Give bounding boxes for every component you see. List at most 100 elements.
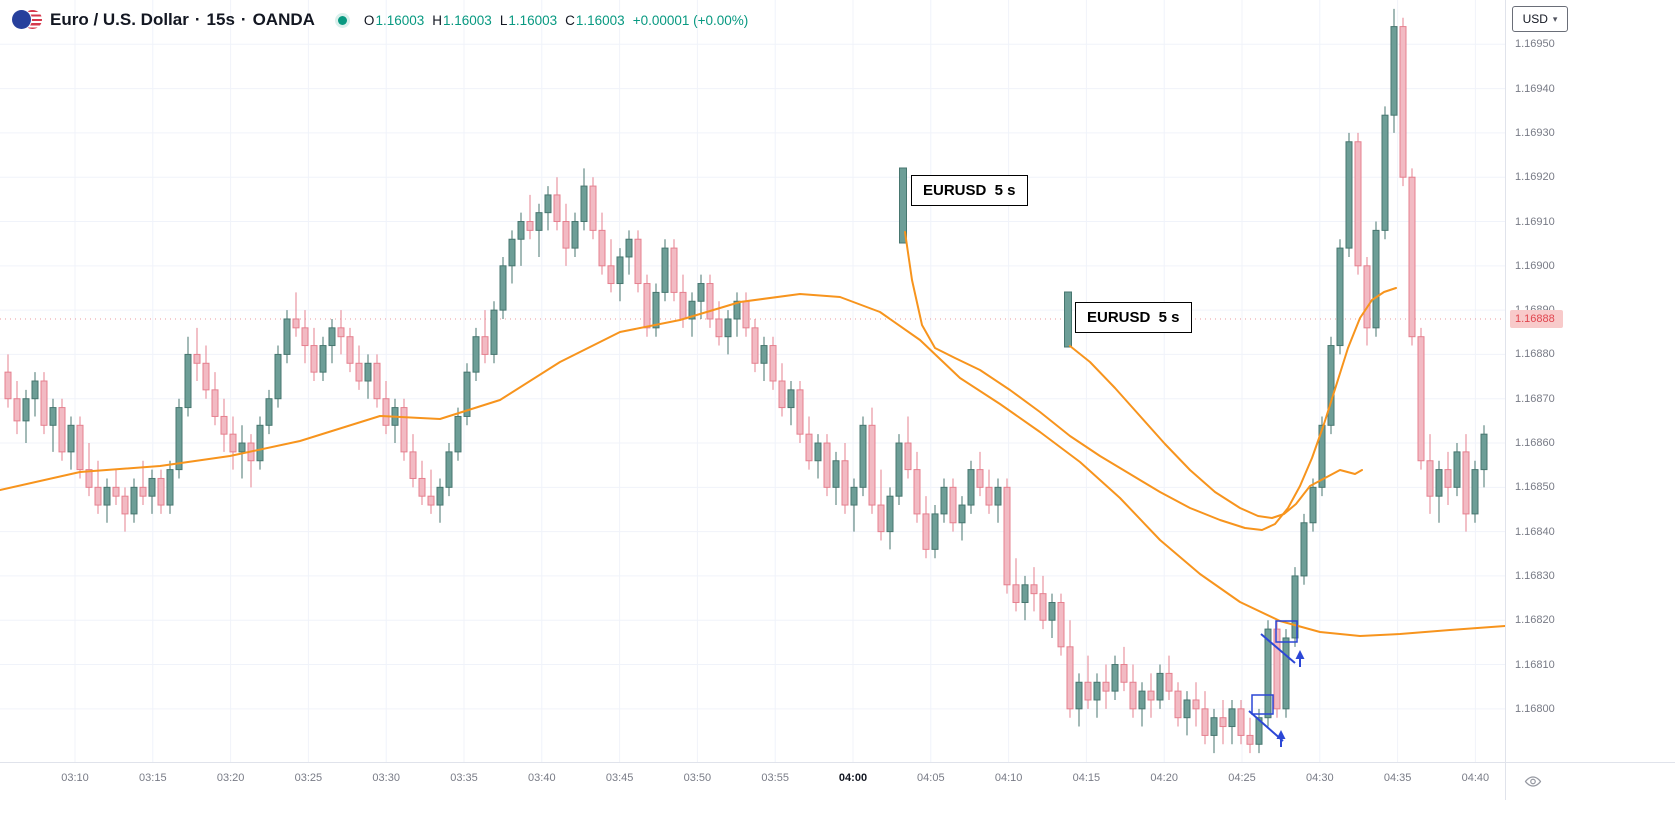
candle [400,398,408,461]
candle [1084,655,1092,709]
candle [1174,682,1182,727]
candle [634,230,642,293]
price-axis-label: 1.16880 [1515,348,1555,361]
candle [157,469,165,514]
candle [1021,575,1029,621]
candle [1102,664,1110,709]
time-axis-label: 04:00 [838,772,868,784]
axis-corner [1505,762,1675,800]
candle [1426,434,1434,514]
candle [1480,425,1488,488]
overlay-series-bar [899,167,907,244]
candle [724,310,732,355]
candle [1147,673,1155,718]
overlay-series-bar [1064,291,1072,348]
price-axis-label: 1.16830 [1515,569,1555,582]
candle [76,416,84,479]
trend-stub-line[interactable] [1260,633,1296,664]
overlay-series-label[interactable]: EURUSD 5 s [1075,302,1192,333]
time-axis-label: 03:55 [761,772,789,784]
time-axis-label: 03:20 [216,772,245,784]
candle [751,318,759,373]
candle [229,416,237,470]
time-axis-label: 04:15 [1072,772,1101,784]
candle [913,451,921,523]
candle [481,310,489,364]
chart-canvas[interactable] [0,0,1505,762]
up-arrow-icon[interactable] [1276,730,1286,747]
candle [1408,168,1416,346]
time-axis-label: 03:30 [372,772,400,784]
time-axis[interactable]: 03:10 03:15 03:20 03:25 03:30 03:35 03:40 03:45… [0,762,1505,800]
candle [670,239,678,302]
signal-box[interactable] [1275,620,1298,643]
trend-stub-line[interactable] [1248,710,1284,742]
price-axis-label: 1.16940 [1515,82,1555,95]
candle [49,398,57,452]
ma-main[interactable] [0,293,1505,637]
candle [319,336,327,381]
time-axis-label: 03:45 [605,772,634,784]
candle [607,239,615,293]
candle [805,416,813,470]
price-axis[interactable]: USD ▾ 1.16888 1.16950 1.16940 1.16930 1.169… [1505,0,1675,762]
candle [1336,239,1344,355]
candle [211,372,219,426]
symbol-title[interactable]: Euro / U.S. Dollar [50,10,189,29]
candle [1183,691,1191,736]
candle [337,310,345,355]
overlay-series-label[interactable]: EURUSD 5 s [911,175,1028,206]
candle [193,327,201,381]
candle [13,381,21,435]
close-label: C [565,12,575,28]
candle [175,398,183,479]
candle [391,398,399,444]
eye-icon[interactable] [1524,775,1542,788]
candle [1093,673,1101,718]
signal-box[interactable] [1251,694,1274,715]
candle [148,469,156,514]
up-arrow-icon[interactable] [1295,650,1305,667]
ohlc-values[interactable]: O 1.16003 H 1.16003 L 1.16003 C 1.16003 +0.0… [364,13,748,28]
candle [1219,699,1227,745]
candle [949,478,957,532]
candle [67,416,75,470]
chart-plot-area[interactable]: EURUSD 5 s EURUSD 5 s [0,0,1505,762]
candle [31,372,39,417]
candle [976,451,984,497]
candle [382,381,390,435]
candle [832,451,840,506]
eurusd-5s-line-a[interactable] [904,231,1397,531]
candle [796,381,804,444]
exchange-label[interactable]: OANDA [252,10,315,29]
candle [625,230,633,275]
currency-selector-button[interactable]: USD ▾ [1512,6,1568,32]
eurusd-5s-line-b[interactable] [1069,345,1363,519]
time-axis-label: 03:10 [61,772,89,784]
candle [256,416,264,470]
candle [1210,708,1218,754]
price-axis-label: 1.16910 [1515,215,1555,228]
interval-label[interactable]: 15s [206,10,235,29]
candle [742,292,750,337]
candle [1291,567,1299,647]
candle [760,336,768,381]
candle [1390,8,1398,133]
candle [1435,460,1443,523]
candle [589,177,597,240]
price-axis-label: 1.16870 [1515,392,1555,405]
candle [436,478,444,523]
candle [688,292,696,337]
candle [265,389,273,435]
candle [958,496,966,541]
drawings-layer[interactable] [1248,620,1305,747]
candle [877,469,885,541]
candle [1471,460,1479,523]
candle [850,478,858,532]
candle [238,425,246,479]
market-status-icon [337,15,347,25]
time-axis-label: 04:25 [1228,772,1256,784]
candle [580,168,588,231]
candle [1039,575,1047,630]
candle [1309,478,1317,532]
